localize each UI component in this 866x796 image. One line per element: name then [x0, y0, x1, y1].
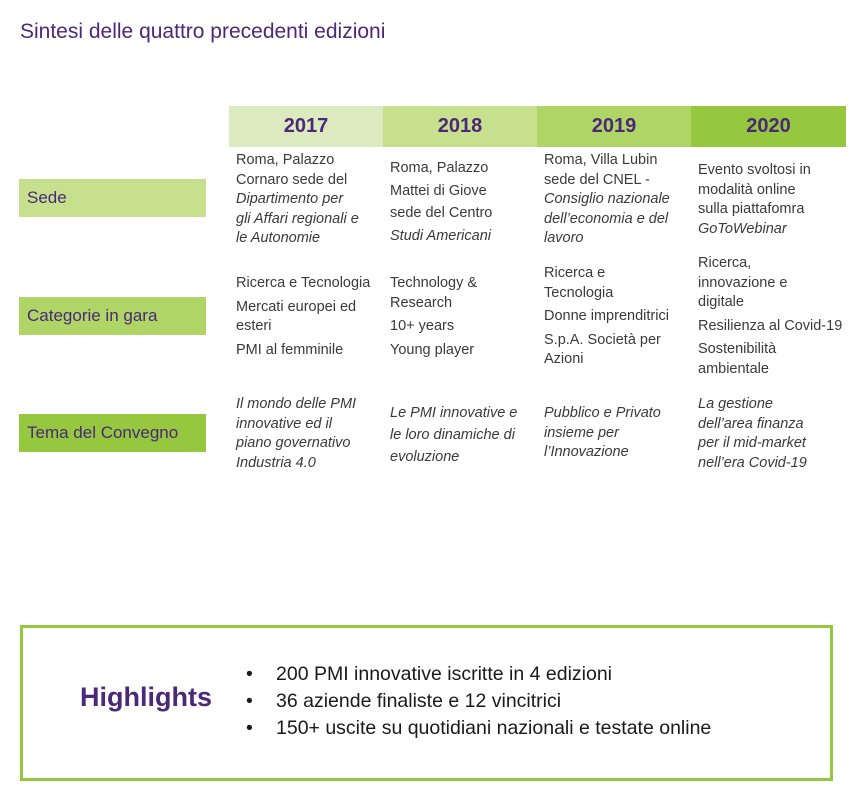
cell-line: Research — [390, 294, 453, 311]
cell-line: dell’area finanza — [698, 415, 804, 432]
cell-line: Sostenibilità — [698, 341, 777, 357]
cell-sede-2020: Evento svoltosi in modalità online sulla… — [698, 161, 811, 239]
cell-line: Mercati europei ed — [236, 298, 357, 315]
highlights-box — [20, 625, 833, 781]
cell-line: 10+ years — [390, 318, 455, 334]
highlights-list: • 200 PMI innovative iscritte in 4 edizi… — [246, 661, 711, 742]
cell-line: evoluzione — [390, 449, 460, 465]
cell-line: lavoro — [544, 230, 584, 246]
cell-line: per il mid-market — [698, 435, 806, 451]
cell-line: Ricerca, — [698, 255, 752, 271]
cell-categorie-2018: Technology & Research 10+ years Young pl… — [390, 274, 477, 360]
cell-line: Tecnologia — [544, 284, 614, 301]
page-title: Sintesi delle quattro precedenti edizion… — [20, 20, 386, 43]
cell-line: le loro dinamiche di — [390, 427, 515, 443]
cell-line: Donne imprenditrici — [544, 308, 669, 324]
cell-line: piano governativo — [236, 435, 351, 451]
cell-line: Roma, Villa Lubin — [544, 152, 658, 168]
cell-tema-2020: La gestione dell’area finanza per il mid… — [698, 395, 807, 473]
year-header-2017: 2017 — [229, 106, 383, 147]
cell-line: l’Innovazione — [544, 444, 629, 460]
cell-line: Resilienza al Covid-19 — [698, 317, 843, 334]
highlight-item: • 36 aziende finaliste e 12 vincitrici — [246, 688, 711, 715]
cell-line: sulla piattafomra — [698, 201, 805, 217]
highlight-item: • 200 PMI innovative iscritte in 4 edizi… — [246, 661, 711, 688]
cell-line: Mattei di Giove — [390, 182, 487, 199]
cell-categorie-2020: Ricerca, innovazione e digitale Resilien… — [698, 254, 842, 379]
cell-line: innovazione e — [698, 274, 788, 291]
cell-line: Consiglio nazionale — [544, 191, 670, 207]
cell-line: gli Affari regionali e — [236, 210, 359, 227]
cell-line: Roma, Palazzo — [390, 160, 489, 176]
year-header-2019: 2019 — [537, 106, 691, 147]
highlight-item: • 150+ uscite su quotidiani nazionali e … — [246, 715, 711, 742]
bullet-icon: • — [246, 663, 253, 685]
cell-line: sede del Centro — [390, 205, 493, 221]
cell-line: S.p.A. Società per — [544, 331, 661, 348]
cell-line: Studi Americani — [390, 227, 492, 244]
cell-line: GoToWebinar — [698, 220, 787, 237]
cell-sede-2018: Roma, Palazzo Mattei di Giove sede del C… — [390, 157, 492, 247]
year-header-2018: 2018 — [383, 106, 537, 147]
cell-line: Azioni — [544, 351, 584, 367]
cell-line: esteri — [236, 318, 272, 334]
cell-line: nell’era Covid-19 — [698, 454, 807, 471]
bullet-icon: • — [246, 717, 253, 739]
row-label-sede: Sede — [19, 179, 206, 217]
cell-line: Le PMI innovative e — [390, 405, 518, 421]
year-header-2020: 2020 — [691, 106, 846, 147]
cell-tema-2017: Il mondo delle PMI innovative ed il pian… — [236, 395, 356, 473]
bullet-icon: • — [246, 690, 253, 712]
cell-line: modalità online — [698, 181, 796, 198]
highlights-title: Highlights — [80, 682, 212, 712]
cell-sede-2019: Roma, Villa Lubin sede del CNEL - Consig… — [544, 151, 670, 249]
cell-line: Ricerca e Tecnologia — [236, 275, 371, 291]
row-label-categorie: Categorie in gara — [19, 297, 206, 335]
row-label-tema: Tema del Convegno — [19, 414, 206, 452]
cell-line: Evento svoltosi in — [698, 162, 811, 178]
cell-line: Pubblico e Privato — [544, 405, 661, 421]
cell-line: sede del CNEL - — [544, 171, 650, 188]
cell-categorie-2019: Ricerca e Tecnologia Donne imprenditrici… — [544, 264, 669, 370]
cell-sede-2017: Roma, Palazzo Cornaro sede del Dipartime… — [236, 151, 359, 249]
cell-categorie-2017: Ricerca e Tecnologia Mercati europei ed … — [236, 274, 370, 360]
cell-line: Cornaro sede del — [236, 171, 348, 188]
highlight-text: 36 aziende finaliste e 12 vincitrici — [276, 690, 562, 712]
cell-line: Young player — [390, 341, 475, 358]
cell-line: Ricerca e — [544, 265, 606, 281]
cell-line: dell’economia e del — [544, 210, 669, 227]
cell-line: ambientale — [698, 360, 769, 377]
cell-line: Roma, Palazzo — [236, 152, 335, 168]
cell-line: insieme per — [544, 424, 619, 441]
cell-line: digitale — [698, 294, 744, 310]
highlight-text: 150+ uscite su quotidiani nazionali e te… — [276, 717, 712, 739]
cell-tema-2019: Pubblico e Privato insieme per l’Innovaz… — [544, 404, 661, 463]
cell-line: PMI al femminile — [236, 341, 344, 358]
cell-line: Dipartimento per — [236, 191, 344, 207]
cell-line: Technology & — [390, 275, 478, 291]
cell-line: Il mondo delle PMI — [236, 396, 357, 412]
cell-line: Industria 4.0 — [236, 454, 316, 471]
cell-tema-2018: Le PMI innovative e le loro dinamiche di… — [390, 402, 517, 468]
cell-line: le Autonomie — [236, 230, 321, 246]
highlight-text: 200 PMI innovative iscritte in 4 edizion… — [276, 663, 613, 685]
cell-line: La gestione — [698, 396, 773, 412]
cell-line: innovative ed il — [236, 415, 332, 432]
